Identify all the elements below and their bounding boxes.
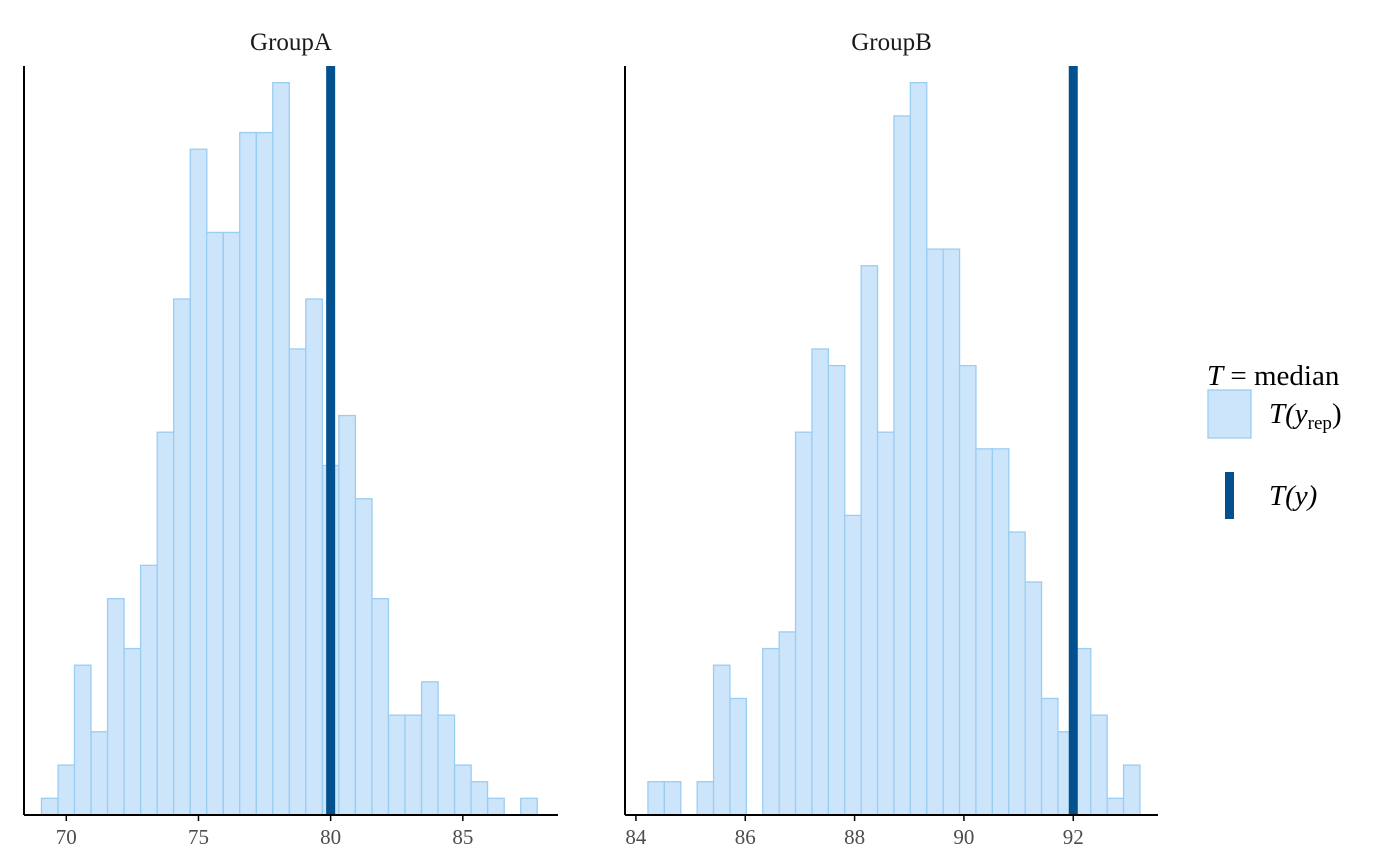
histogram-bar (942, 248, 961, 816)
histogram-bar (123, 647, 142, 816)
histogram-bar (404, 714, 423, 816)
histogram-bar (991, 448, 1010, 816)
facet-panels: GroupA 70 75 80 85 GroupB 84 86 88 90 92 (23, 29, 1158, 849)
histogram-bar (239, 131, 257, 816)
legend-key-y (1225, 472, 1234, 519)
histogram-bar (139, 564, 158, 816)
legend-label-yrep: T(yrep) (1269, 398, 1342, 434)
histogram-bar (305, 298, 323, 816)
histogram-bar (1024, 581, 1043, 816)
facet-title: GroupB (851, 29, 932, 56)
histogram-bar (1106, 797, 1125, 816)
histogram-bar (172, 298, 191, 816)
facet-title: GroupA (250, 29, 332, 56)
histogram-bar (778, 631, 797, 816)
legend-title: T = median (1207, 360, 1340, 392)
histogram-bar (288, 348, 307, 816)
histogram-bar (860, 265, 879, 816)
histogram-bar (876, 431, 895, 816)
histogram-bar (975, 448, 994, 816)
histogram-bar (958, 364, 977, 816)
panel-groupb: GroupB 84 86 88 90 92 (624, 29, 1158, 849)
histogram-bar (729, 697, 748, 816)
histogram-bar (712, 664, 731, 816)
histogram-bar (420, 681, 439, 816)
x-tick-label: 88 (844, 825, 865, 849)
histogram-bar (1040, 697, 1059, 816)
histogram-bar (909, 81, 928, 816)
histogram-bar (90, 731, 109, 816)
histogram-bar (189, 148, 208, 816)
histogram-bar (354, 498, 373, 816)
x-tick-label: 75 (188, 825, 209, 849)
histogram-bar (57, 764, 76, 816)
histogram-bar (371, 597, 390, 816)
histogram-bar (106, 597, 125, 816)
legend-label-yrep-main: T(y (1269, 398, 1308, 430)
histogram-bar (222, 231, 241, 816)
x-tick-label: 86 (735, 825, 756, 849)
histogram-bar (520, 797, 538, 816)
legend-label-yrep-close: ) (1332, 398, 1342, 430)
x-tick-label: 85 (452, 825, 473, 849)
legend-title-stat: T (1207, 360, 1225, 392)
histogram-bar (827, 364, 846, 816)
histogram-bar (470, 781, 489, 816)
histogram-bar (893, 115, 912, 816)
histogram-bar (437, 714, 456, 816)
legend-title-rest: = median (1223, 360, 1340, 392)
histogram-bar (647, 781, 666, 816)
histogram-bar (926, 248, 944, 816)
histogram-bar (453, 764, 472, 816)
histogram-bar (387, 714, 406, 816)
panel-groupa: GroupA 70 75 80 85 (23, 29, 558, 849)
histogram-bar (1122, 764, 1141, 816)
histogram-bar (272, 81, 290, 816)
legend-key-yrep (1207, 389, 1252, 439)
histogram-bar (794, 431, 813, 816)
histogram-bar (487, 797, 505, 816)
x-tick-label: 92 (1063, 825, 1084, 849)
histogram-bar (73, 664, 92, 816)
histogram-bar (663, 781, 682, 816)
histogram-bar (206, 231, 224, 816)
histogram-bar (762, 647, 780, 816)
legend-label-yrep-sub: rep (1308, 413, 1332, 434)
histogram-bar (844, 514, 862, 816)
x-tick-label: 90 (953, 825, 974, 849)
histogram-bar (40, 797, 59, 816)
histogram-bar (1008, 531, 1026, 816)
histogram-bar (255, 131, 274, 816)
histogram-bar (156, 431, 175, 816)
histogram-bar (338, 414, 357, 816)
histogram-bar (696, 781, 715, 816)
x-tick-label: 84 (625, 825, 647, 849)
histogram-bar (811, 348, 830, 816)
x-tick-label: 80 (320, 825, 341, 849)
histogram-bar (1090, 714, 1108, 816)
x-tick-label: 70 (56, 825, 77, 849)
legend-label-y: T(y) (1269, 480, 1317, 512)
